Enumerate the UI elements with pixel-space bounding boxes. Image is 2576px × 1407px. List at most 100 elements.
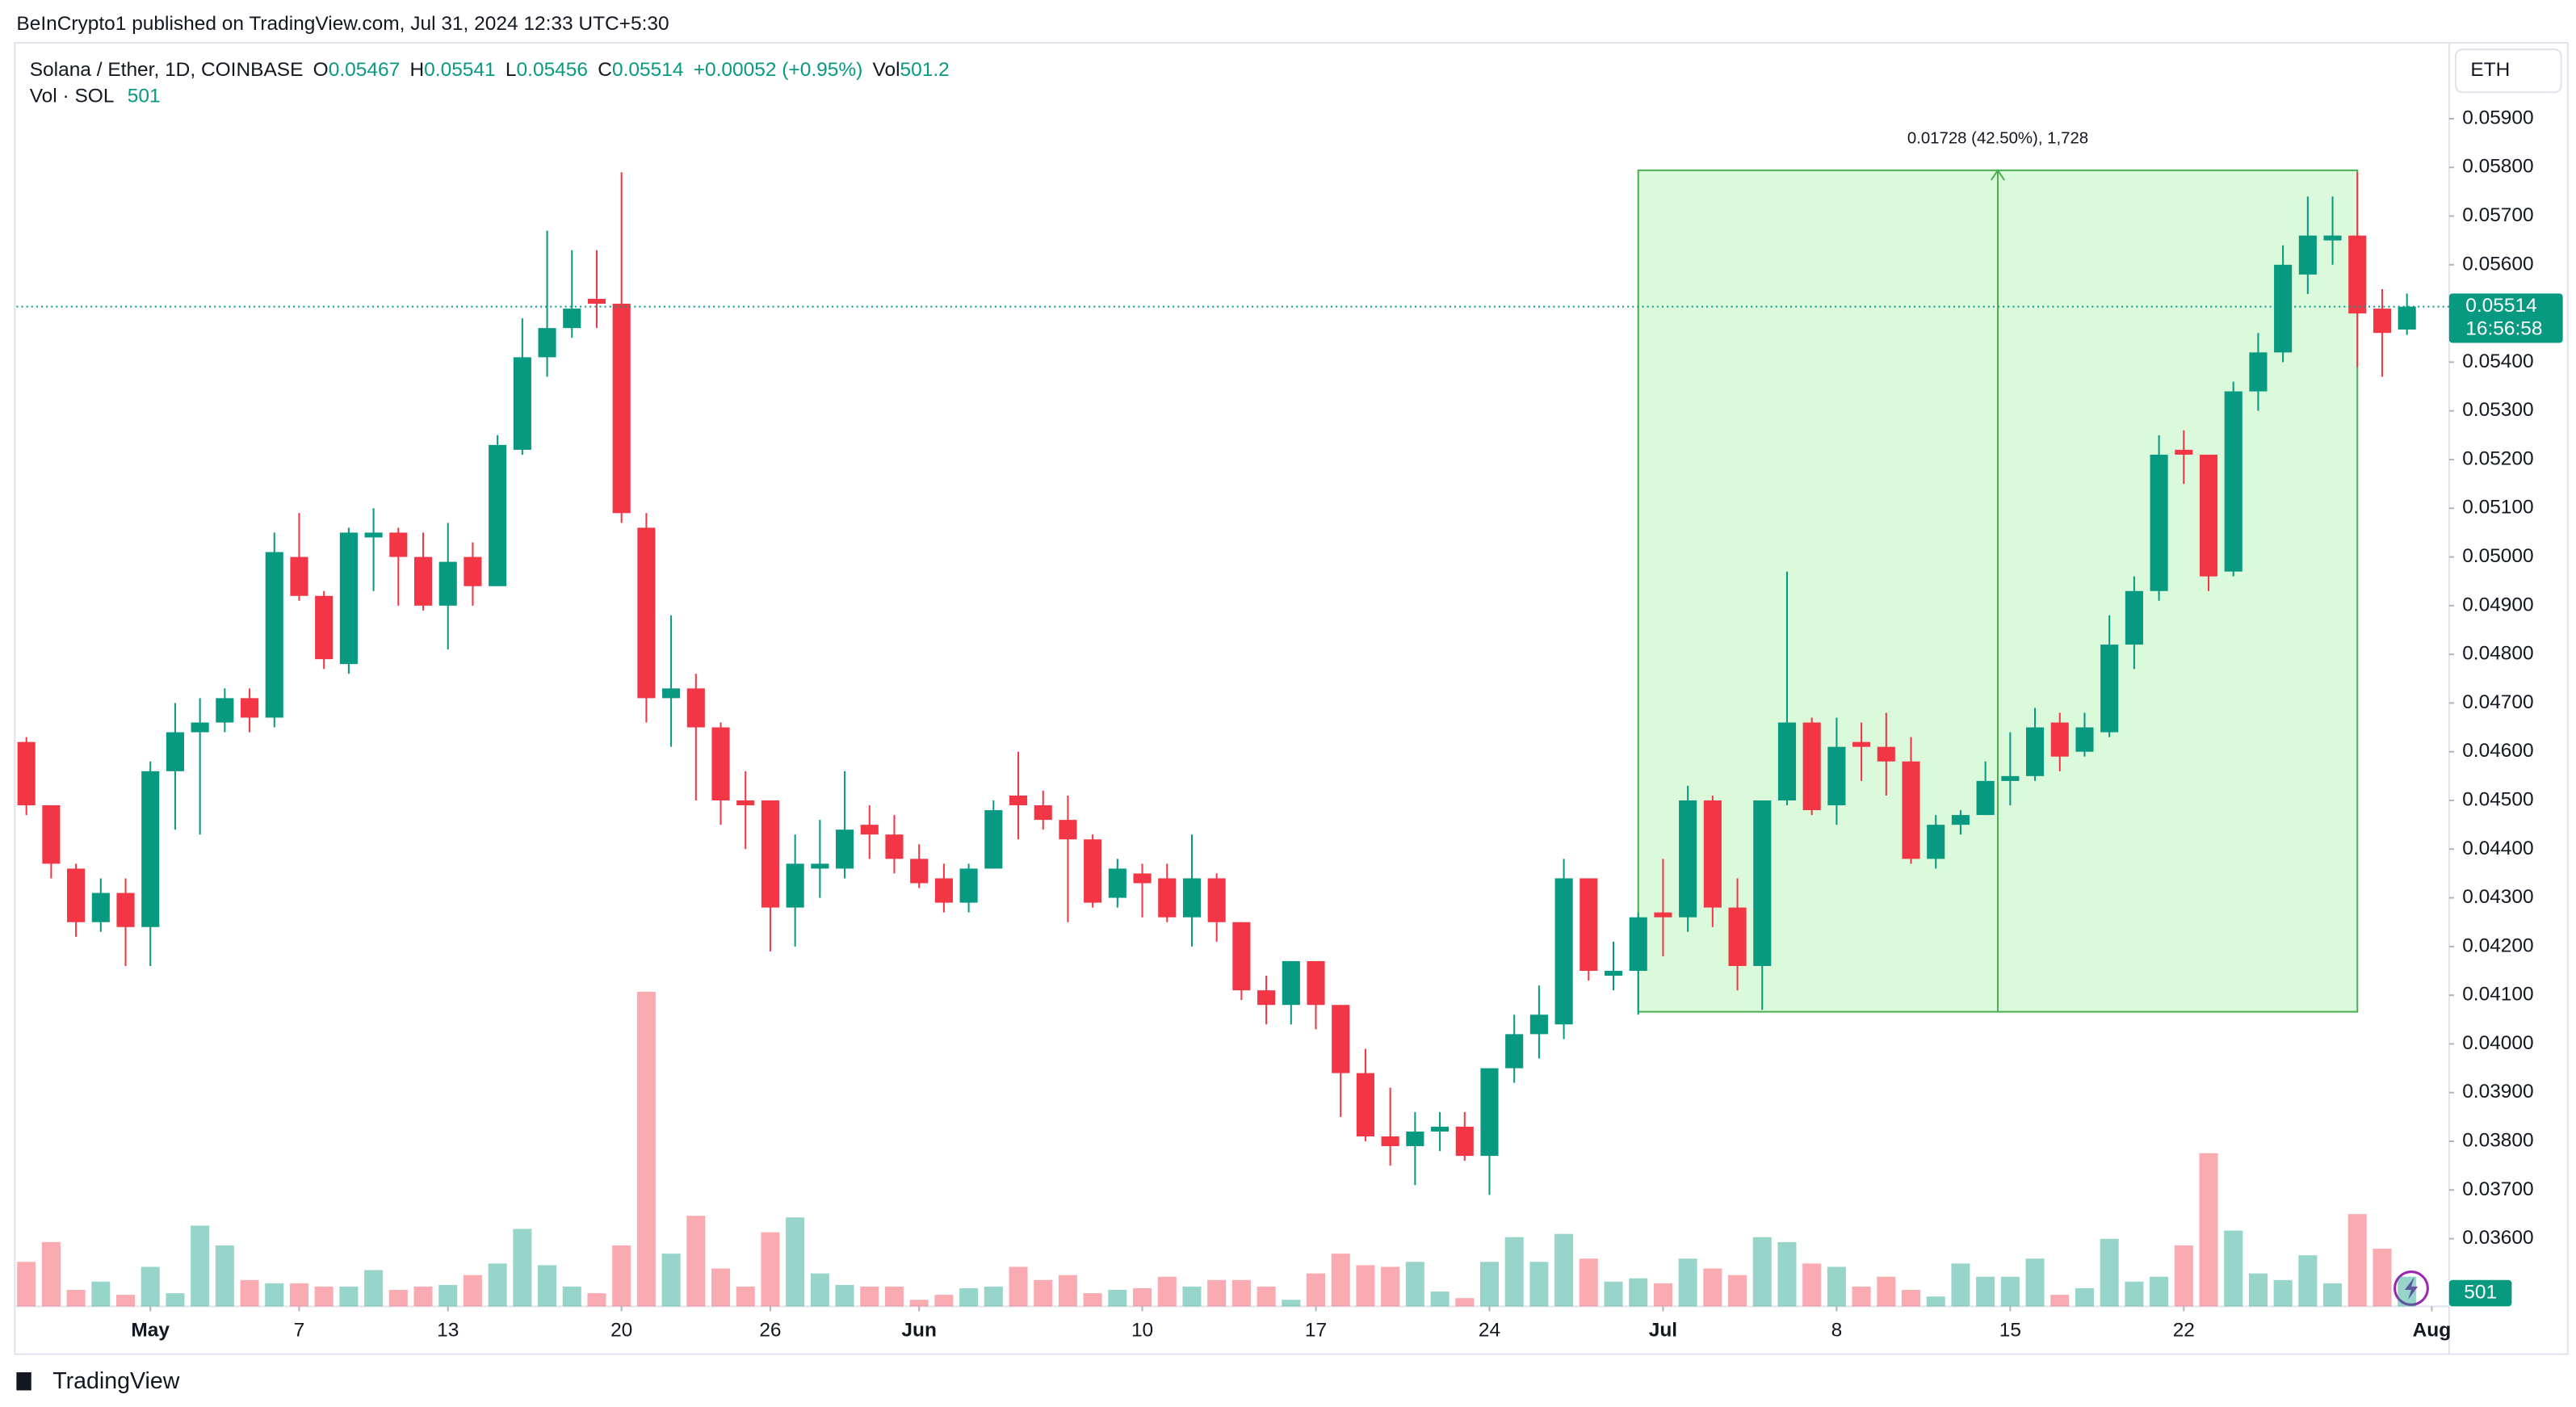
x-tick-label: 17 bbox=[1305, 1319, 1327, 1341]
y-tick-label: 0.04000 bbox=[2462, 1032, 2533, 1054]
x-tick-label: 15 bbox=[1999, 1319, 2021, 1341]
candle-body bbox=[1902, 761, 1920, 859]
candle-body bbox=[1232, 922, 1251, 991]
volume-last: 501 bbox=[127, 84, 161, 107]
candle-body bbox=[166, 732, 184, 771]
candle-body bbox=[1802, 722, 1821, 811]
symbol: Solana / Ether, 1D, COINBASE bbox=[29, 57, 304, 81]
candle-body bbox=[240, 698, 259, 718]
volume-value: 501.2 bbox=[900, 57, 950, 81]
candle-body bbox=[1406, 1131, 1424, 1147]
candle-body bbox=[984, 810, 1003, 869]
candle-body bbox=[563, 309, 581, 329]
candle-body bbox=[91, 892, 110, 922]
candle-body bbox=[2050, 722, 2069, 757]
candle-body bbox=[1455, 1126, 1474, 1157]
volume-bar bbox=[1058, 1275, 1077, 1307]
volume-bar bbox=[2398, 1276, 2417, 1307]
volume-bar bbox=[41, 1241, 61, 1307]
volume-bar bbox=[1257, 1286, 1276, 1307]
y-tick-label: 0.04800 bbox=[2462, 643, 2533, 665]
volume-bar bbox=[1009, 1266, 1028, 1307]
y-tick-label: 0.03800 bbox=[2462, 1129, 2533, 1151]
volume-bar bbox=[636, 991, 656, 1307]
volume-bar bbox=[191, 1225, 210, 1307]
x-tick-label: 13 bbox=[437, 1319, 459, 1341]
volume-bar bbox=[1356, 1265, 1375, 1307]
change: +0.00052 (+0.95%) bbox=[693, 57, 863, 81]
measure-label: 0.01728 (42.50%), 1,728 bbox=[1907, 129, 2088, 147]
currency-label[interactable]: ETH bbox=[2470, 59, 2510, 81]
candle-body bbox=[1158, 878, 1177, 918]
legend: Solana / Ether, 1D, COINBASE O0.05467 H0.0… bbox=[30, 56, 950, 108]
candle-body bbox=[339, 532, 358, 665]
volume-bar bbox=[2248, 1273, 2268, 1307]
volume-bar bbox=[2075, 1287, 2094, 1307]
volume-bar bbox=[1579, 1258, 1598, 1307]
y-tick-label: 0.04700 bbox=[2462, 691, 2533, 713]
volume-bar bbox=[2298, 1255, 2318, 1307]
countdown-label: 16:56:58 bbox=[2465, 318, 2542, 340]
volume-bar bbox=[1381, 1266, 1400, 1307]
candle-body bbox=[1257, 990, 1276, 1006]
x-tick-label: 7 bbox=[294, 1319, 305, 1341]
candle-body bbox=[1753, 800, 1772, 966]
volume-bar bbox=[1877, 1276, 1896, 1307]
volume-bar bbox=[289, 1283, 308, 1307]
volume-bar bbox=[1802, 1263, 1822, 1307]
candle-body bbox=[2323, 235, 2342, 241]
candle-body bbox=[1332, 1005, 1350, 1073]
volume-bar bbox=[438, 1284, 458, 1307]
candle-body bbox=[1852, 741, 1871, 747]
currency-button[interactable] bbox=[2455, 48, 2562, 94]
volume-bar bbox=[265, 1283, 284, 1307]
candle-body bbox=[2249, 352, 2268, 392]
ohlc-letter: H bbox=[409, 57, 425, 81]
volume-bar bbox=[2347, 1214, 2367, 1307]
candle-body bbox=[2100, 645, 2119, 733]
volume-bar bbox=[1034, 1279, 1053, 1307]
volume-bar bbox=[1231, 1279, 1251, 1307]
volume-bar bbox=[141, 1266, 160, 1307]
candle-body bbox=[1282, 960, 1300, 1006]
y-tick-label: 0.04100 bbox=[2462, 984, 2533, 1006]
volume-bar bbox=[17, 1262, 36, 1307]
candle-body bbox=[1009, 795, 1028, 806]
volume-bar bbox=[2100, 1238, 2119, 1307]
volume-bar bbox=[1653, 1283, 1672, 1307]
volume-marker-box bbox=[2448, 1279, 2512, 1307]
volume-bar bbox=[66, 1290, 86, 1307]
volume-bar bbox=[364, 1270, 384, 1307]
candle-body bbox=[1827, 746, 1846, 806]
volume-bar bbox=[488, 1263, 507, 1307]
volume-bar bbox=[884, 1286, 904, 1307]
candle-body bbox=[2175, 449, 2193, 455]
volume-bar bbox=[959, 1287, 979, 1307]
candle-body bbox=[1529, 1014, 1548, 1035]
x-tick-label: Aug bbox=[2413, 1319, 2452, 1341]
candle-body bbox=[1777, 722, 1797, 800]
y-tick-label: 0.04900 bbox=[2462, 594, 2533, 615]
candle-body bbox=[761, 800, 779, 908]
volume-bar bbox=[240, 1279, 259, 1307]
x-tick-label: Jun bbox=[901, 1319, 937, 1341]
volume-title: Vol · SOL bbox=[29, 84, 115, 107]
x-tick-label: 26 bbox=[759, 1319, 781, 1341]
volume-bar bbox=[984, 1286, 1003, 1307]
candle-body bbox=[835, 830, 854, 869]
candle-body bbox=[1356, 1073, 1374, 1136]
volume-bar bbox=[1777, 1241, 1797, 1307]
volume-bar bbox=[1405, 1262, 1424, 1307]
volume-bar bbox=[2174, 1245, 2193, 1307]
candle-body bbox=[191, 722, 209, 733]
y-tick-label: 0.04400 bbox=[2462, 838, 2533, 859]
candle-body bbox=[2150, 454, 2168, 591]
publish-header: BeInCrypto1 published on TradingView.com… bbox=[16, 13, 669, 35]
candle-body bbox=[1431, 1126, 1450, 1132]
candle-body bbox=[1480, 1068, 1499, 1157]
volume-bar bbox=[339, 1286, 359, 1307]
candle-body bbox=[389, 532, 408, 557]
candle-body bbox=[438, 561, 457, 606]
